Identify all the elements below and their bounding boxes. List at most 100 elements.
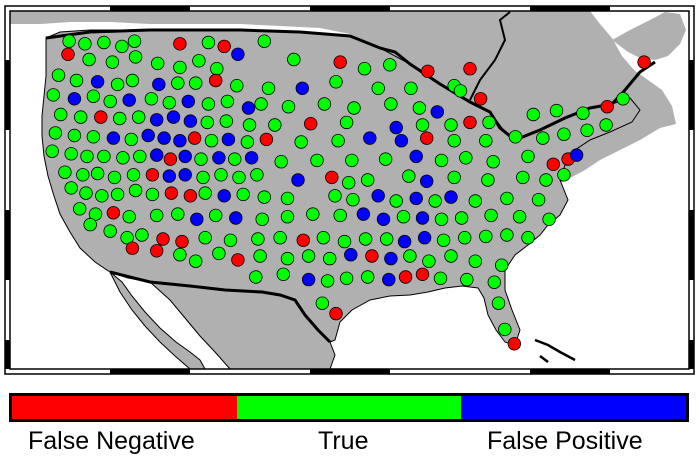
- station-marker-false-positive: [363, 131, 377, 145]
- station-marker-false-positive: [212, 151, 226, 165]
- station-marker-false-negative: [156, 232, 170, 246]
- station-marker-true: [287, 52, 301, 67]
- station-marker-false-positive: [162, 169, 177, 183]
- station-marker-true: [339, 115, 354, 130]
- station-marker-true: [162, 95, 177, 110]
- station-marker-true: [500, 228, 514, 242]
- station-marker-false-positive: [371, 189, 385, 203]
- station-marker-true: [361, 270, 375, 284]
- station-marker-true: [396, 209, 411, 224]
- station-marker-false-positive: [409, 149, 423, 164]
- station-marker-true: [549, 103, 564, 118]
- station-marker-false-positive: [221, 132, 236, 147]
- station-marker-true: [201, 97, 216, 111]
- station-marker-false-positive: [106, 131, 121, 145]
- station-marker-true: [88, 207, 103, 221]
- station-marker-true: [145, 187, 160, 202]
- station-marker-true: [80, 149, 94, 164]
- station-marker-true: [453, 84, 468, 98]
- station-marker-false-positive: [301, 272, 316, 287]
- station-marker-true: [253, 249, 267, 263]
- station-marker-true: [539, 173, 553, 187]
- station-marker-true: [220, 94, 235, 109]
- frame-tick-right: [689, 60, 694, 130]
- canada-coast: [469, 11, 511, 101]
- station-marker-true: [196, 170, 210, 185]
- station-marker-false-negative: [173, 37, 187, 51]
- station-marker-true: [76, 168, 90, 182]
- station-marker-true: [500, 191, 514, 206]
- station-marker-true: [250, 168, 264, 182]
- station-marker-true: [97, 35, 111, 50]
- station-marker-false-positive: [141, 128, 155, 143]
- station-marker-true: [58, 165, 72, 179]
- station-marker-true: [232, 170, 246, 185]
- station-marker-true: [251, 232, 265, 246]
- station-marker-true: [317, 97, 332, 111]
- station-marker-true: [384, 97, 398, 111]
- station-marker-true: [491, 296, 506, 310]
- station-marker-false-negative: [259, 132, 274, 147]
- station-marker-true: [447, 133, 461, 148]
- station-marker-true: [173, 60, 187, 75]
- station-marker-true: [125, 73, 140, 88]
- station-marker-false-negative: [365, 249, 379, 263]
- station-marker-false-positive: [417, 230, 432, 245]
- station-marker-true: [86, 89, 101, 103]
- station-marker-true: [404, 81, 418, 96]
- station-marker-true: [460, 272, 474, 287]
- station-marker-false-positive: [181, 94, 196, 109]
- station-marker-true: [378, 152, 393, 166]
- station-marker-true: [198, 230, 212, 245]
- station-marker-true: [331, 133, 345, 148]
- station-marker-true: [127, 34, 142, 48]
- station-marker-true: [62, 34, 76, 48]
- station-marker-true: [67, 128, 82, 143]
- station-marker-false-negative: [398, 270, 413, 284]
- caribbean-island: [539, 355, 549, 363]
- station-marker-true: [536, 131, 550, 145]
- station-marker-false-negative: [94, 110, 108, 124]
- station-marker-true: [294, 135, 308, 149]
- station-marker-true: [124, 132, 139, 147]
- station-marker-true: [357, 61, 372, 76]
- station-marker-false-positive: [384, 251, 398, 266]
- station-marker-true: [484, 208, 498, 223]
- station-marker-true: [90, 166, 105, 181]
- station-marker-false-negative: [231, 253, 245, 267]
- station-marker-false-positive: [173, 133, 187, 148]
- station-marker-false-negative: [463, 115, 477, 130]
- station-marker-true: [521, 149, 535, 164]
- frame-tick-top: [530, 6, 610, 11]
- station-marker-true: [51, 68, 66, 82]
- station-marker-false-negative: [546, 157, 561, 172]
- station-marker-false-positive: [149, 113, 164, 127]
- station-marker-true: [192, 54, 206, 68]
- station-marker-false-positive: [90, 75, 105, 89]
- station-marker-false-positive: [229, 211, 243, 225]
- station-marker-true: [486, 154, 500, 169]
- station-marker-false-positive: [394, 133, 409, 148]
- frame-tick-left: [5, 60, 10, 130]
- station-marker-true: [580, 123, 594, 138]
- station-marker-true: [173, 247, 187, 262]
- station-marker-true: [107, 170, 122, 185]
- frame-ticks: [5, 6, 694, 374]
- station-marker-true: [306, 207, 320, 221]
- station-marker-true: [95, 189, 109, 203]
- station-marker-true: [120, 230, 134, 245]
- station-marker-false-positive: [397, 234, 412, 249]
- frame-tick-top: [110, 6, 190, 11]
- station-marker-true: [459, 151, 473, 165]
- station-marker-true: [616, 92, 630, 106]
- station-marker-true: [403, 249, 417, 263]
- station-marker-true: [254, 97, 268, 111]
- station-marker-true: [82, 52, 96, 67]
- station-marker-true: [339, 271, 354, 286]
- legend-label-true: True: [318, 427, 369, 455]
- frame-tick-right: [689, 210, 694, 280]
- station-marker-false-negative: [164, 186, 179, 200]
- legend-swatch-true: [236, 396, 462, 419]
- station-marker-true: [97, 149, 111, 164]
- station-marker-false-positive: [166, 110, 181, 124]
